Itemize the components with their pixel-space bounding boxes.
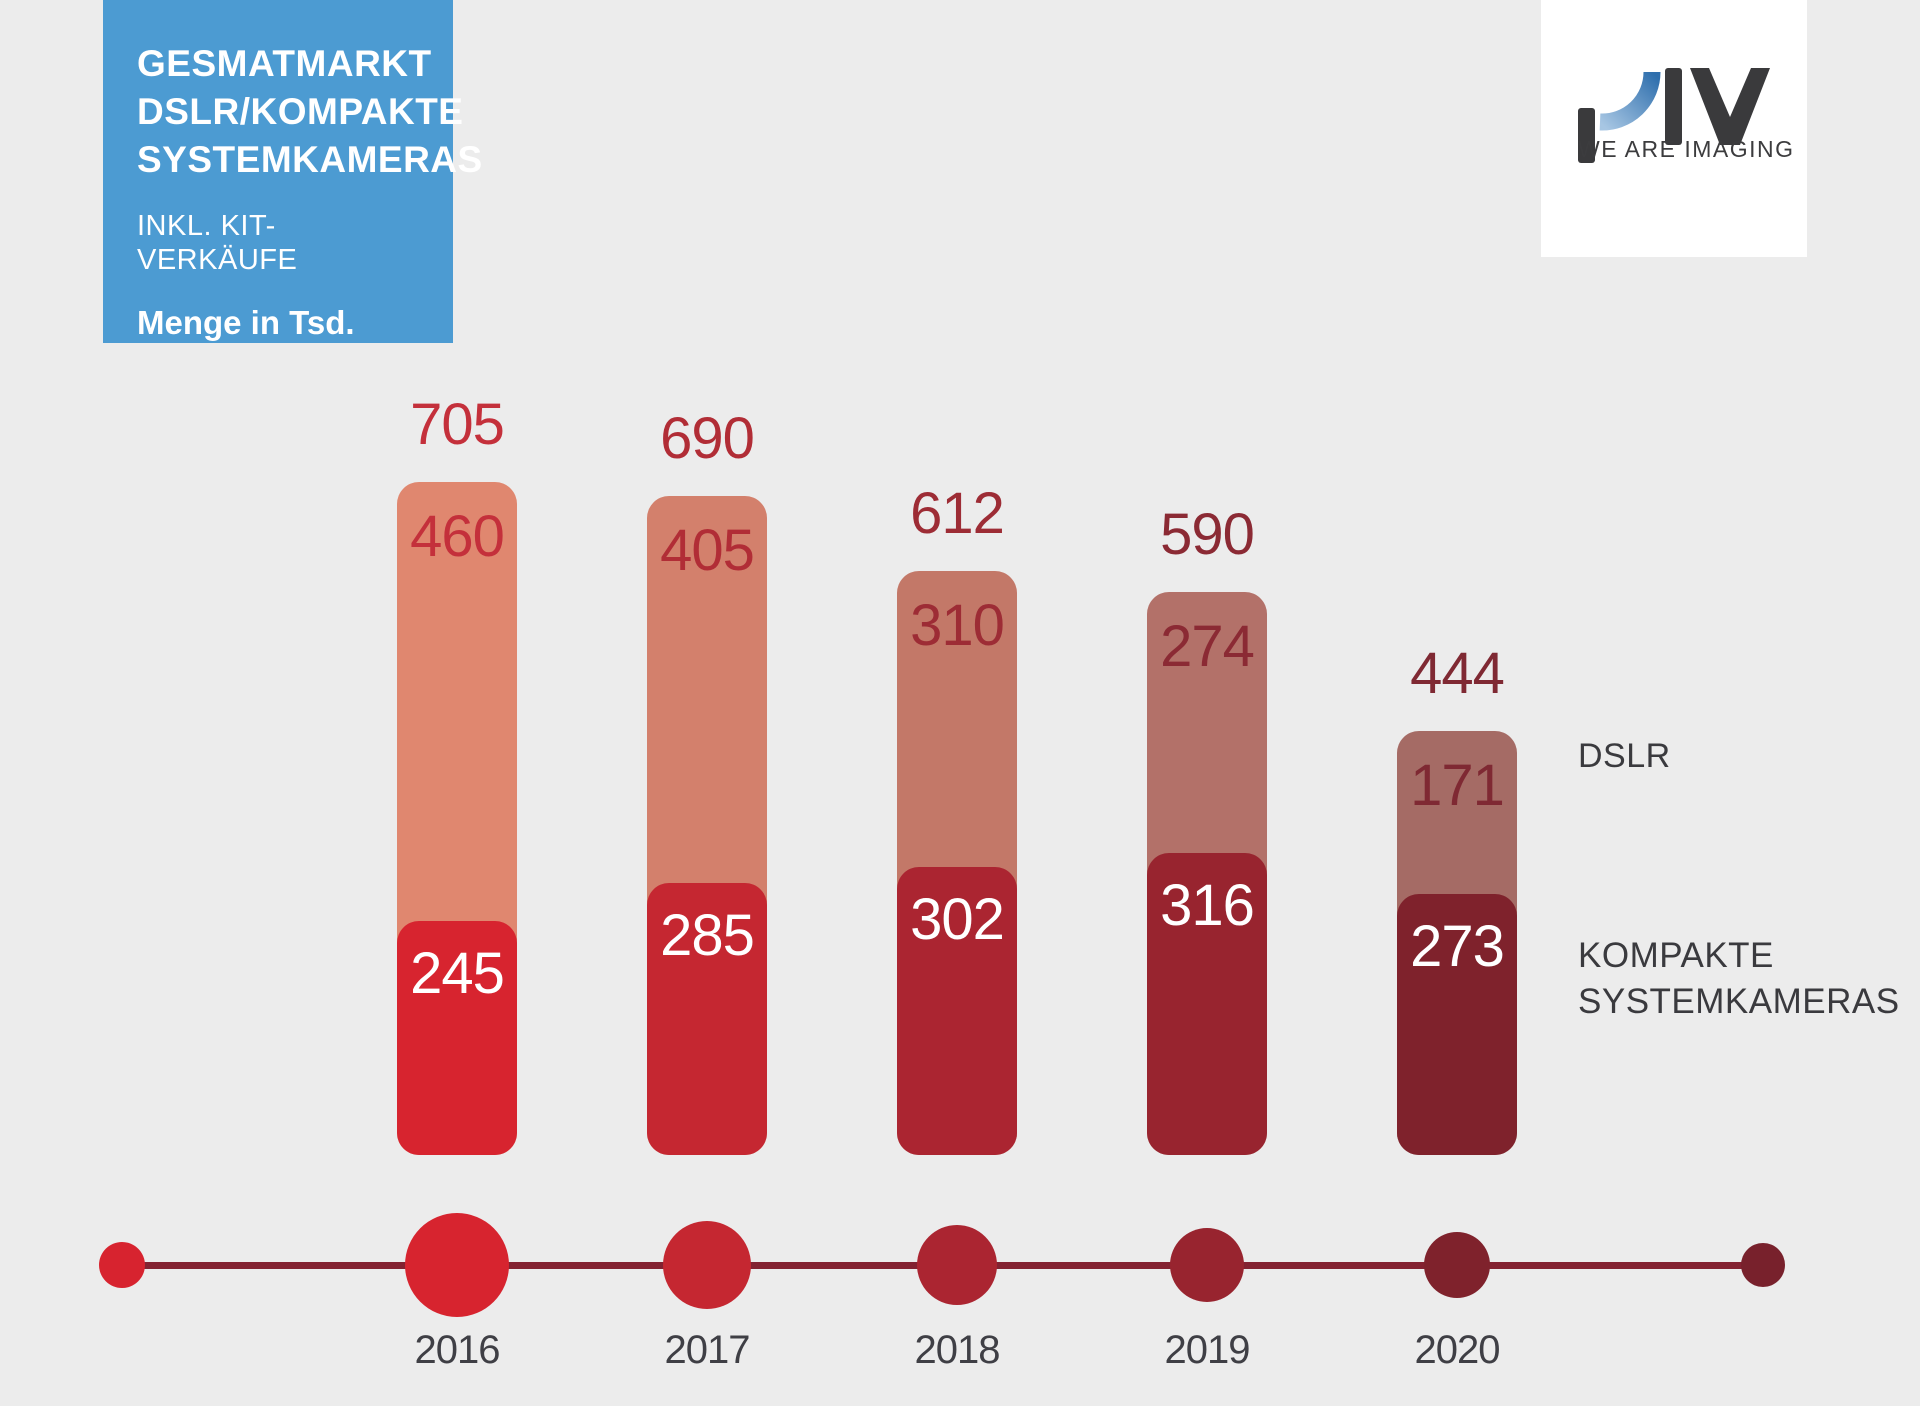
total-value-label: 444 (1410, 641, 1505, 706)
year-label-2017: 2017 (664, 1328, 751, 1372)
title-line-1: GESMATMARKT (137, 43, 432, 84)
year-label-2020: 2020 (1414, 1328, 1501, 1372)
bar-group-2018: 612 310 302 (897, 485, 1017, 1155)
kompakte-value-label: 302 (910, 887, 1005, 952)
total-value-label: 690 (660, 406, 755, 471)
timeline-dot-2019 (1170, 1228, 1244, 1302)
legend-kompakte-line2: SYSTEMKAMERAS (1578, 982, 1900, 1021)
legend-kompakte-label: KOMPAKTE SYSTEMKAMERAS (1578, 933, 1900, 1025)
bar-segment-kompakte (897, 867, 1017, 1155)
timeline-start-dot (99, 1242, 145, 1288)
title-subtitle: INKL. KIT-VERKÄUFE (137, 210, 298, 276)
bar-segment-kompakte (1147, 853, 1267, 1155)
year-label-2018: 2018 (914, 1328, 1001, 1372)
total-value-label: 612 (910, 481, 1005, 546)
kompakte-value-label: 316 (1160, 873, 1255, 938)
bar-segment-kompakte (647, 883, 767, 1155)
year-label-2016: 2016 (414, 1328, 501, 1372)
legend-kompakte-line1: KOMPAKTE (1578, 936, 1774, 975)
kompakte-value-label: 285 (660, 903, 755, 968)
dslr-value-label: 171 (1410, 753, 1505, 818)
total-value-label: 590 (1160, 502, 1255, 567)
legend-dslr-label: DSLR (1578, 737, 1671, 775)
bar-segment-kompakte (1397, 894, 1517, 1155)
title-line-3: SYSTEMKAMERAS (137, 139, 483, 180)
dslr-value-label: 405 (660, 518, 755, 583)
timeline-dot-2020 (1424, 1232, 1490, 1298)
bar-group-2020: 444 171 273 (1397, 645, 1517, 1155)
bar-segment-kompakte (397, 921, 517, 1155)
year-label-2019: 2019 (1164, 1328, 1251, 1372)
dslr-value-label: 310 (910, 593, 1005, 658)
unit-label: Menge in Tsd. (137, 304, 355, 341)
logo-tagline: WE ARE IMAGING (1578, 136, 1795, 162)
dslr-value-label: 274 (1160, 614, 1255, 679)
logo-box: WE ARE IMAGING (1541, 0, 1807, 257)
bar-group-2017: 690 405 285 (647, 410, 767, 1155)
kompakte-value-label: 245 (410, 941, 505, 1006)
bar-group-2019: 590 274 316 (1147, 506, 1267, 1155)
timeline-dot-2018 (917, 1225, 997, 1305)
title-line-2: DSLR/KOMPAKTE (137, 91, 464, 132)
title-box: GESMATMARKT DSLR/KOMPAKTE SYSTEMKAMERAS … (103, 0, 483, 343)
total-value-label: 705 (410, 392, 505, 457)
bar-group-2016: 705 460 245 (397, 396, 517, 1155)
timeline-dot-2016 (405, 1213, 509, 1317)
piv-logo-icon (1578, 68, 1770, 163)
timeline-end-dot (1741, 1243, 1785, 1287)
dslr-value-label: 460 (410, 504, 505, 569)
kompakte-value-label: 273 (1410, 914, 1505, 979)
timeline-dot-2017 (663, 1221, 751, 1309)
